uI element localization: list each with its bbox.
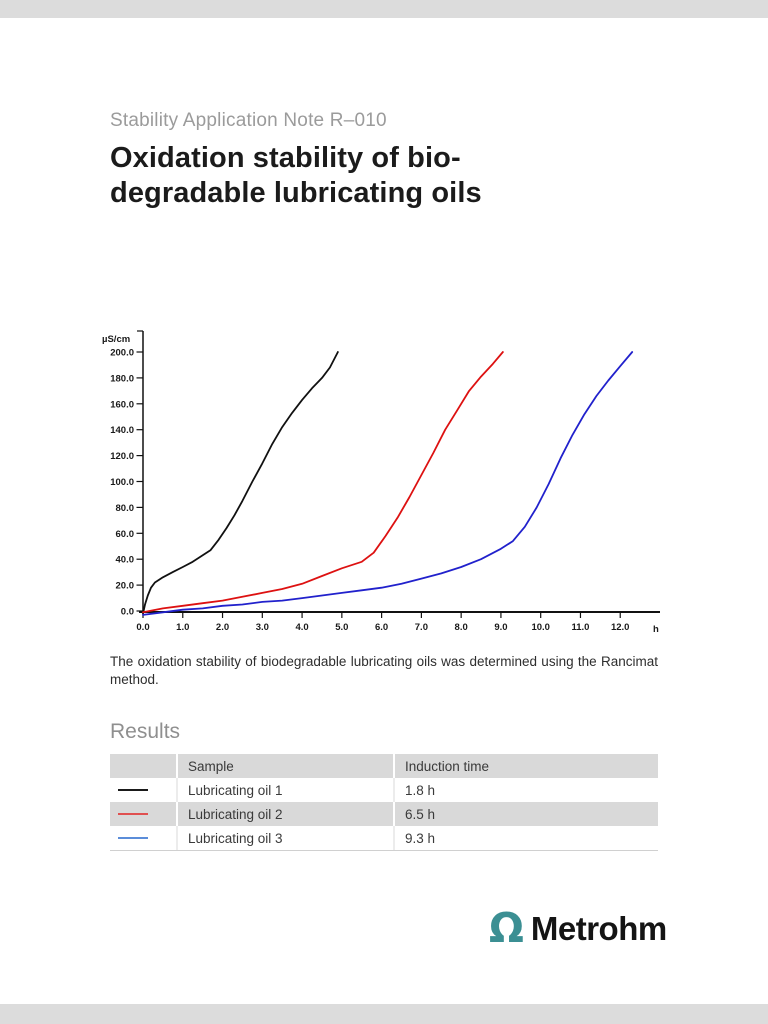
table-cell-swatch xyxy=(110,778,176,802)
svg-text:µS/cm: µS/cm xyxy=(102,334,130,345)
table-header-row: Sample Induction time xyxy=(110,754,658,778)
svg-text:160.0: 160.0 xyxy=(110,399,134,410)
svg-text:2.0: 2.0 xyxy=(216,622,229,633)
page-title: Oxidation stability of bio- degradable l… xyxy=(110,141,670,211)
svg-text:80.0: 80.0 xyxy=(116,503,135,514)
svg-text:20.0: 20.0 xyxy=(116,581,135,592)
note-subtitle: Stability Application Note R–010 xyxy=(110,110,387,131)
chart-canvas: 0.0 20.0 40.0 60.0 80.0 100.0 120.0 140.0 160.0 1… xyxy=(102,330,660,635)
table-row: Lubricating oil 2 6.5 h xyxy=(110,802,658,826)
table-cell-swatch xyxy=(110,826,176,850)
table-header-induction-time: Induction time xyxy=(393,754,658,778)
table-cell-induction-time: 6.5 h xyxy=(393,802,658,826)
table-cell-induction-time: 1.8 h xyxy=(393,778,658,802)
table-cell-induction-time: 9.3 h xyxy=(393,826,658,850)
svg-text:3.0: 3.0 xyxy=(256,622,269,633)
series-swatch-oil-3 xyxy=(118,837,148,839)
svg-text:5.0: 5.0 xyxy=(335,622,348,633)
figure-caption: The oxidation stability of biodegradable… xyxy=(110,654,658,687)
results-table: Sample Induction time Lubricating oil 1 … xyxy=(110,754,658,851)
svg-text:40.0: 40.0 xyxy=(116,555,135,566)
svg-text:60.0: 60.0 xyxy=(116,529,135,540)
svg-text:1.0: 1.0 xyxy=(176,622,189,633)
metrohm-logo: Ω Metrohm xyxy=(489,908,667,949)
table-cell-sample: Lubricating oil 2 xyxy=(176,802,393,826)
table-cell-sample: Lubricating oil 3 xyxy=(176,826,393,850)
svg-text:7.0: 7.0 xyxy=(415,622,428,633)
svg-text:100.0: 100.0 xyxy=(110,477,134,488)
svg-text:200.0: 200.0 xyxy=(110,348,134,359)
svg-text:12.0: 12.0 xyxy=(611,622,630,633)
svg-text:6.0: 6.0 xyxy=(375,622,388,633)
table-row: Lubricating oil 3 9.3 h xyxy=(110,826,658,850)
viewer-top-bar xyxy=(0,0,768,18)
table-row: Lubricating oil 1 1.8 h xyxy=(110,778,658,802)
series-swatch-oil-1 xyxy=(118,789,148,791)
svg-text:8.0: 8.0 xyxy=(455,622,468,633)
metrohm-wordmark: Metrohm xyxy=(530,910,667,947)
table-header-swatch xyxy=(110,754,176,778)
svg-text:120.0: 120.0 xyxy=(110,451,134,462)
table-cell-swatch xyxy=(110,802,176,826)
svg-text:h: h xyxy=(653,624,659,635)
metrohm-omega-icon: Ω xyxy=(489,904,524,952)
page-title-line-1: Oxidation stability of bio- xyxy=(110,142,461,174)
svg-text:140.0: 140.0 xyxy=(110,425,134,436)
table-cell-sample: Lubricating oil 1 xyxy=(176,778,393,802)
svg-text:180.0: 180.0 xyxy=(110,373,134,384)
viewer-bottom-bar xyxy=(0,1004,768,1024)
page-title-line-2: degradable lubricating oils xyxy=(110,177,482,209)
svg-text:0.0: 0.0 xyxy=(121,607,134,618)
series-swatch-oil-2 xyxy=(118,813,148,815)
svg-text:9.0: 9.0 xyxy=(494,622,507,633)
table-header-sample: Sample xyxy=(176,754,393,778)
svg-text:10.0: 10.0 xyxy=(531,622,550,633)
svg-text:0.0: 0.0 xyxy=(136,622,149,633)
results-heading: Results xyxy=(110,720,181,743)
conductivity-chart: 0.0 20.0 40.0 60.0 80.0 100.0 120.0 140.0 160.0 1… xyxy=(90,315,670,650)
svg-text:11.0: 11.0 xyxy=(571,622,589,633)
svg-text:4.0: 4.0 xyxy=(295,622,308,633)
